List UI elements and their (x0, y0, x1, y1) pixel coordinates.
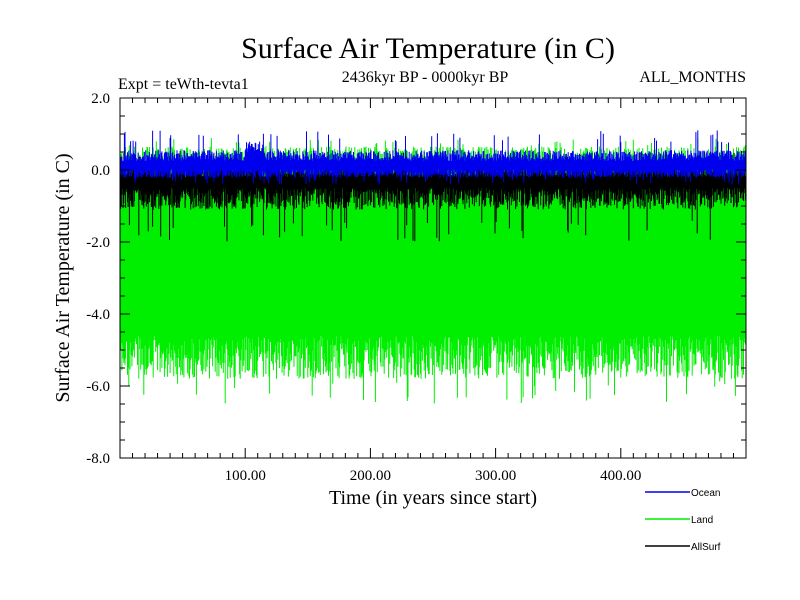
legend-label-allsurf: AllSurf (691, 542, 721, 553)
legend: Ocean Land AllSurf (645, 488, 721, 553)
chart-subtitle-left: Expt = teWth-tevta1 (118, 76, 249, 93)
x-tick-label: 300.00 (475, 468, 516, 484)
y-tick-label: -8.0 (86, 451, 110, 467)
y-tick-label: 0.0 (91, 163, 110, 179)
chart-subtitle-right: ALL_MONTHS (639, 69, 746, 86)
chart-title: Surface Air Temperature (in C) (241, 32, 615, 65)
x-tick-label: 200.00 (350, 468, 391, 484)
x-axis-label: Time (in years since start) (329, 487, 537, 509)
y-tick-label: -2.0 (86, 235, 110, 251)
axis-ticks: 100.00 200.00 300.00 400.00 2.0 0.0 -2.0 -4.0 -6… (86, 91, 746, 484)
x-tick-label: 100.00 (225, 468, 266, 484)
legend-label-land: Land (691, 515, 713, 526)
chart-subtitle-center: 2436kyr BP - 0000kyr BP (342, 69, 509, 86)
y-axis-label: Surface Air Temperature (in C) (52, 153, 74, 402)
plot-series (119, 130, 747, 404)
y-tick-label: 2.0 (91, 91, 110, 107)
legend-label-ocean: Ocean (691, 488, 720, 499)
x-tick-label: 400.00 (600, 468, 641, 484)
y-tick-label: -6.0 (86, 379, 110, 395)
y-tick-label: -4.0 (86, 307, 110, 323)
